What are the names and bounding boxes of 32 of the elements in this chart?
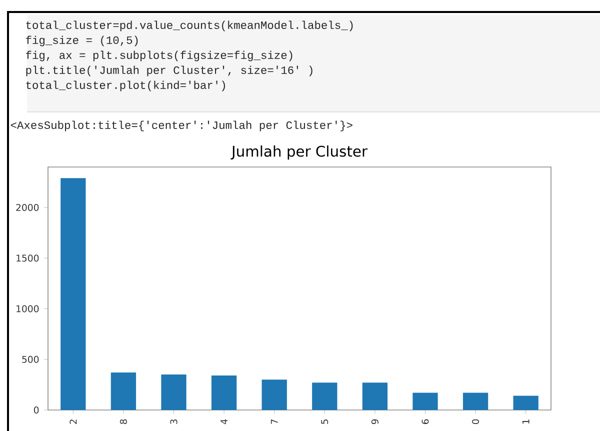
x-tick-label: 4 [220, 419, 228, 424]
text: plt.title('Jumlah per Cluster', size='16' ) [26, 66, 312, 76]
text: fig_size = (10,5) [26, 36, 138, 46]
bar [513, 396, 538, 410]
bar [110, 372, 136, 410]
x-tick-label: 3 [170, 419, 178, 424]
x-tick-label: 1 [522, 420, 530, 424]
bar [412, 392, 438, 410]
bar [312, 382, 338, 410]
x-tick-label: 9 [371, 419, 378, 424]
y-tick-label: 2000 [16, 204, 39, 212]
y-tick-label: 1000 [16, 305, 39, 312]
bar [60, 178, 86, 410]
bar [462, 392, 488, 410]
x-tick-label: 5 [321, 420, 328, 424]
bar [262, 380, 287, 410]
bar [362, 382, 388, 410]
x-tick-label: 7 [270, 419, 278, 424]
chart-title: Jumlah per Cluster [230, 145, 368, 160]
x-tick-label: 0 [472, 419, 480, 424]
y-tick-label: 500 [22, 356, 39, 363]
bar [161, 374, 186, 410]
text: total_cluster.plot(kind='bar') [26, 80, 225, 92]
x-tick-label: 6 [422, 419, 429, 424]
y-tick-label: 0 [34, 406, 39, 414]
bar [211, 376, 237, 410]
x-tick-label: 8 [120, 419, 127, 424]
y-tick-label: 1500 [16, 254, 39, 262]
text: total_cluster=pd.value_counts(kmeanModel.labels_) [26, 20, 353, 32]
text: fig, ax = plt.subplots(figsize=fig_size) [26, 50, 292, 62]
text: <AxesSubplot:title={'center':'Jumlah per Cluster'}> [10, 120, 352, 132]
x-tick-label: 2 [70, 420, 77, 424]
